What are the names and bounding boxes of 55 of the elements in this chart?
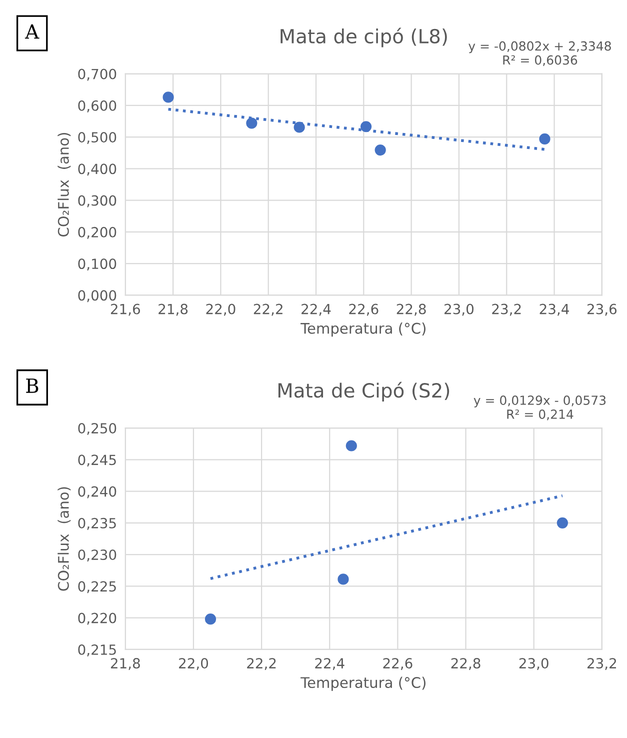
point [294,122,305,133]
y-axis-title: CO₂Flux (ano) [58,132,71,236]
x-tick-label: 23,2 [492,304,521,316]
x-tick-label: 23,4 [540,304,569,316]
point [360,121,372,132]
x-tick-label: 22,4 [302,304,331,316]
x-tick-label: 23,6 [587,304,617,316]
x-tick-label: 22,2 [247,658,276,670]
y-tick-label: 0,600 [78,100,116,112]
y-tick-label: 0,300 [78,195,116,208]
y-axis-title: CO₂Flux (ano) [58,487,71,591]
text: A [24,24,40,39]
point [162,92,174,103]
x-tick-label: 22,8 [396,304,426,316]
y-tick-label: 0,200 [78,226,116,239]
y-tick-label: 0,245 [78,454,116,467]
y-tick-label: 0,500 [78,132,116,144]
x-tick-label: 22,2 [254,304,282,316]
y-tick-label: 0,230 [78,550,116,562]
point [346,440,357,452]
x-tick-label: 22,0 [206,304,236,316]
y-tick-label: 0,100 [78,258,116,270]
x-tick-label: 21,8 [158,304,188,316]
y-tick-label: 0,235 [78,518,116,530]
chart-title: Mata de Cipó (S2) [278,382,450,402]
y-tick-label: 0,700 [78,68,116,81]
x-axis-title: Temperatura (°C) [300,676,426,691]
point [539,133,550,145]
x-tick-label: 22,4 [315,658,344,670]
chart-title: Mata de cipó (L8) [280,28,447,48]
point [374,144,386,156]
text: y = 0,0129x - 0,0573 R² = 0,214 [474,396,606,420]
y-tick-label: 0,240 [78,486,116,498]
x-tick-label: 22,8 [451,658,480,670]
x-tick-label: 22,6 [383,658,412,670]
point [246,118,258,129]
x-axis-title: Temperatura (°C) [300,322,426,337]
text: B [26,378,38,393]
x-tick-label: 21,6 [110,304,140,316]
y-tick-label: 0,215 [78,644,116,656]
y-tick-label: 0,000 [78,290,116,302]
y-tick-label: 0,225 [78,581,116,594]
y-tick-label: 0,220 [78,612,116,625]
point [338,574,349,585]
x-tick-label: 21,8 [110,658,140,670]
x-tick-label: 23,2 [587,658,616,670]
point [204,614,216,625]
x-tick-label: 22,0 [179,658,208,670]
point [556,517,568,528]
text: y = -0,0802x + 2,3348 R² = 0,6036 [468,41,611,66]
y-tick-label: 0,250 [78,423,116,435]
y-tick-label: 0,400 [78,164,116,176]
x-tick-label: 23,0 [519,658,548,670]
x-tick-label: 22,6 [349,304,378,316]
x-tick-label: 23,0 [444,304,474,316]
